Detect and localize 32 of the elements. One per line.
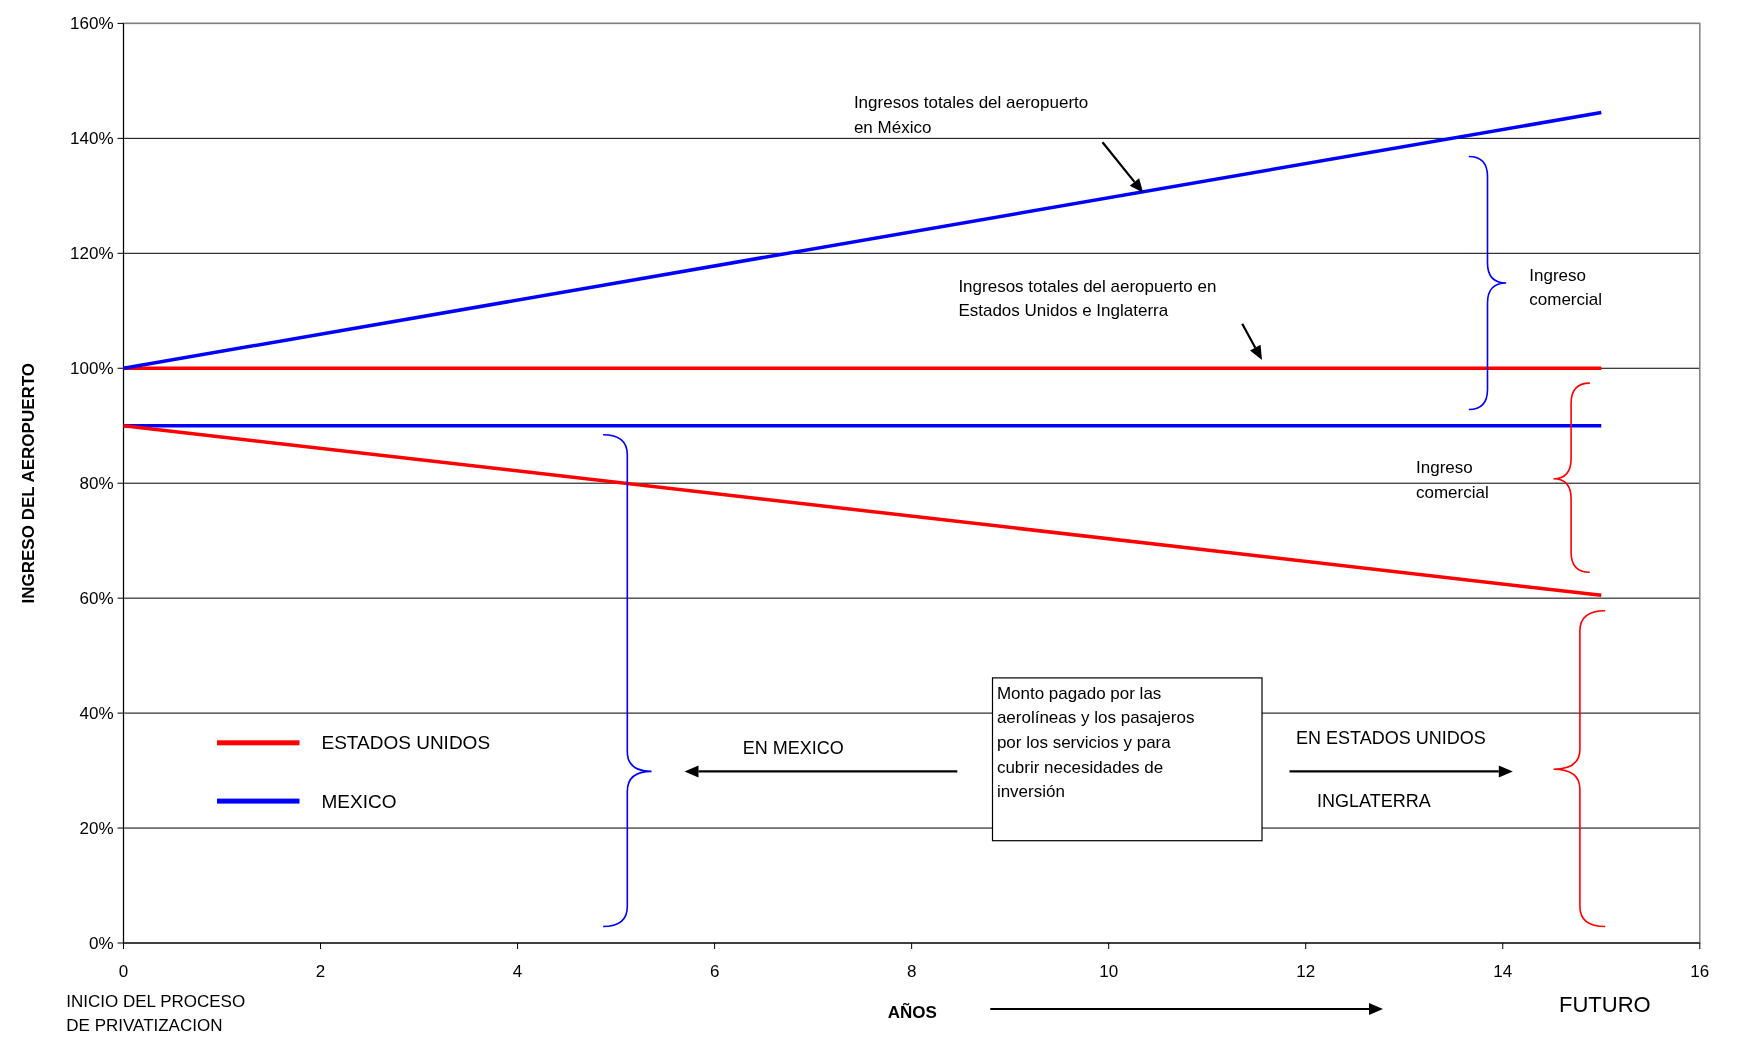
text: FUTURO — [1559, 992, 1651, 1018]
y-tick-label: 120% — [70, 244, 114, 264]
y-tick-label: 140% — [70, 129, 114, 149]
x-tick-label: 0 — [118, 962, 129, 981]
annotation: Ingresos totales del aeropuerto en Estados Unidos e Inglaterra — [958, 276, 1217, 321]
x-tick-label: 16 — [1690, 962, 1710, 981]
y-tick-label: 60% — [79, 589, 114, 609]
annotation: EN MEXICO — [742, 737, 844, 758]
x-tick-label: 4 — [512, 962, 523, 981]
legend-label: MEXICO — [321, 790, 397, 812]
x-tick-label: 10 — [1099, 962, 1119, 981]
y-tick-label: 100% — [70, 359, 114, 379]
x-tick-label: 14 — [1493, 962, 1513, 981]
y-tick-label: 0% — [88, 933, 114, 953]
x-tick-label: 12 — [1296, 962, 1316, 981]
x-axis-title: AÑOS — [887, 1001, 937, 1022]
y-axis-title: INGRESO DEL AEROPUERTO — [19, 362, 39, 604]
x-tick-label: 2 — [315, 962, 326, 981]
y-tick-label: 80% — [79, 474, 114, 494]
annotation: Ingreso comercial — [1529, 265, 1603, 310]
x-tick-label: 6 — [709, 962, 720, 981]
y-tick-label: 40% — [79, 704, 114, 724]
annotation: Ingreso comercial — [1416, 458, 1489, 502]
annotation: EN ESTADOS UNIDOS — [1296, 727, 1486, 748]
y-tick-label: 20% — [79, 819, 114, 838]
x-tick-label: 8 — [906, 962, 917, 981]
legend-label: ESTADOS UNIDOS — [321, 732, 491, 754]
y-tick-label: 160% — [70, 14, 114, 34]
text: INICIO DEL PROCESO DE PRIVATIZACION — [66, 991, 246, 1036]
annotation: Monto pagado por las aerolíneas y los pasajeros por los servicios y para cubrir necesidades de inversión — [996, 683, 1195, 802]
annotation: INGLATERRA — [1317, 790, 1431, 811]
annotation: Ingresos totales del aeropuerto en México — [853, 93, 1089, 137]
